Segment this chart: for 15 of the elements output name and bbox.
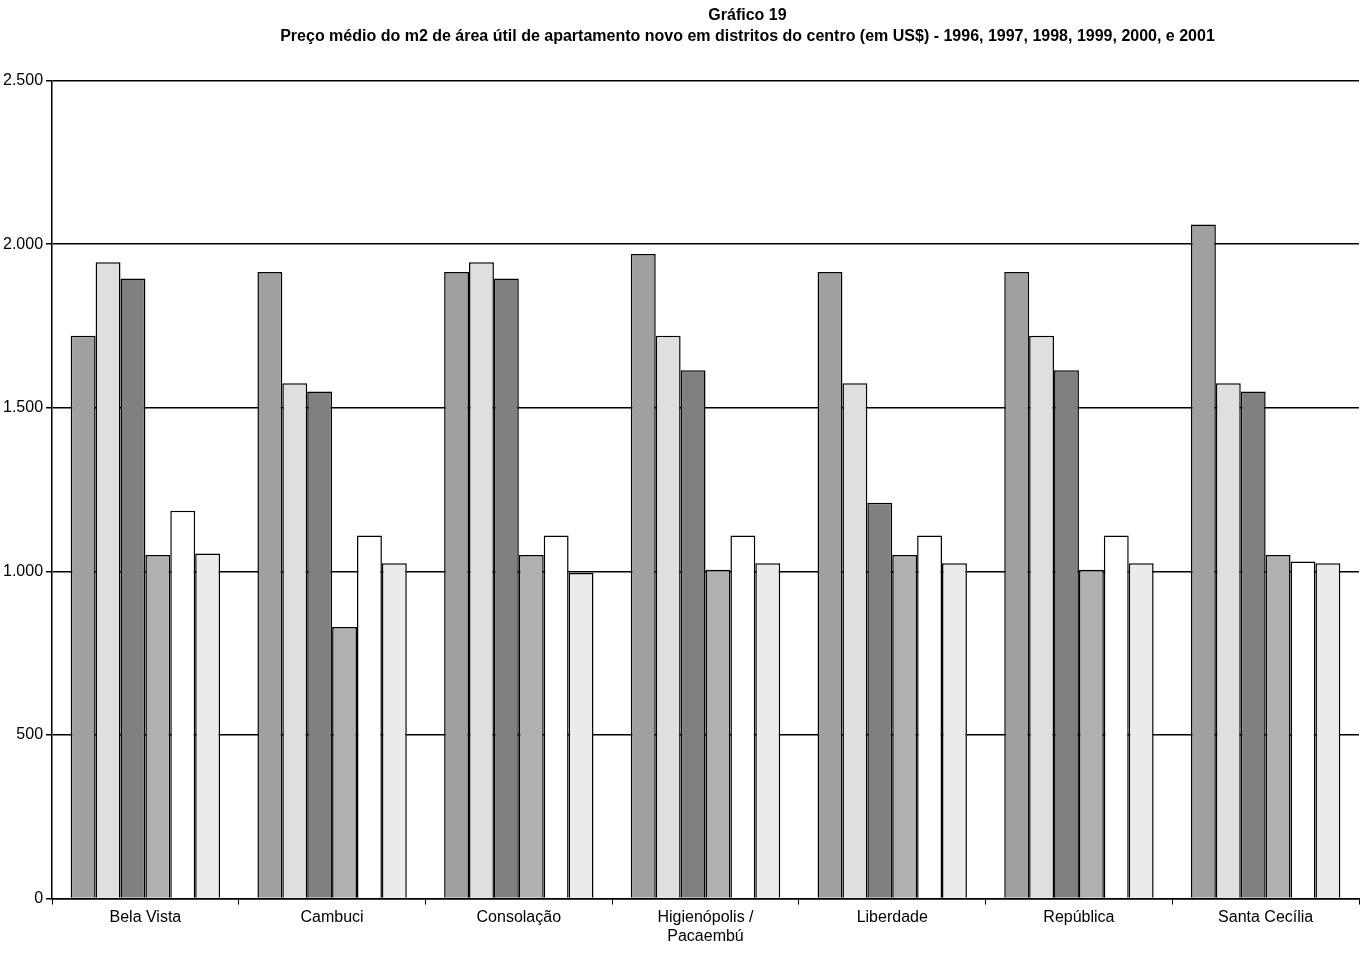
y-tick-label: 500	[16, 725, 44, 743]
x-tick-label: Santa Cecília	[1218, 907, 1314, 925]
x-tick-label: Consolação	[476, 907, 562, 925]
y-tick-label: 2.500	[2, 71, 44, 89]
y-tick-label: 1.500	[2, 398, 44, 416]
y-tick-label: 0	[34, 889, 44, 907]
chart-title: Gráfico 19	[707, 5, 788, 25]
x-tick-label: Bela Vista	[109, 907, 182, 925]
chart-subtitle: Preço médio do m2 de área útil de apartamento novo em distritos do centro (em US$) - 1996, 1997, 1998, 1999, 2000, e 2001	[279, 26, 1216, 46]
x-tick-label: Liberdade	[856, 907, 928, 925]
x-tick-label: Higienópolis / Pacaembú	[657, 907, 755, 944]
y-tick-label: 1.000	[2, 561, 44, 579]
y-tick-label: 2.000	[2, 234, 44, 252]
x-tick-label: Cambuci	[300, 907, 364, 925]
x-tick-label: República	[1043, 907, 1115, 925]
